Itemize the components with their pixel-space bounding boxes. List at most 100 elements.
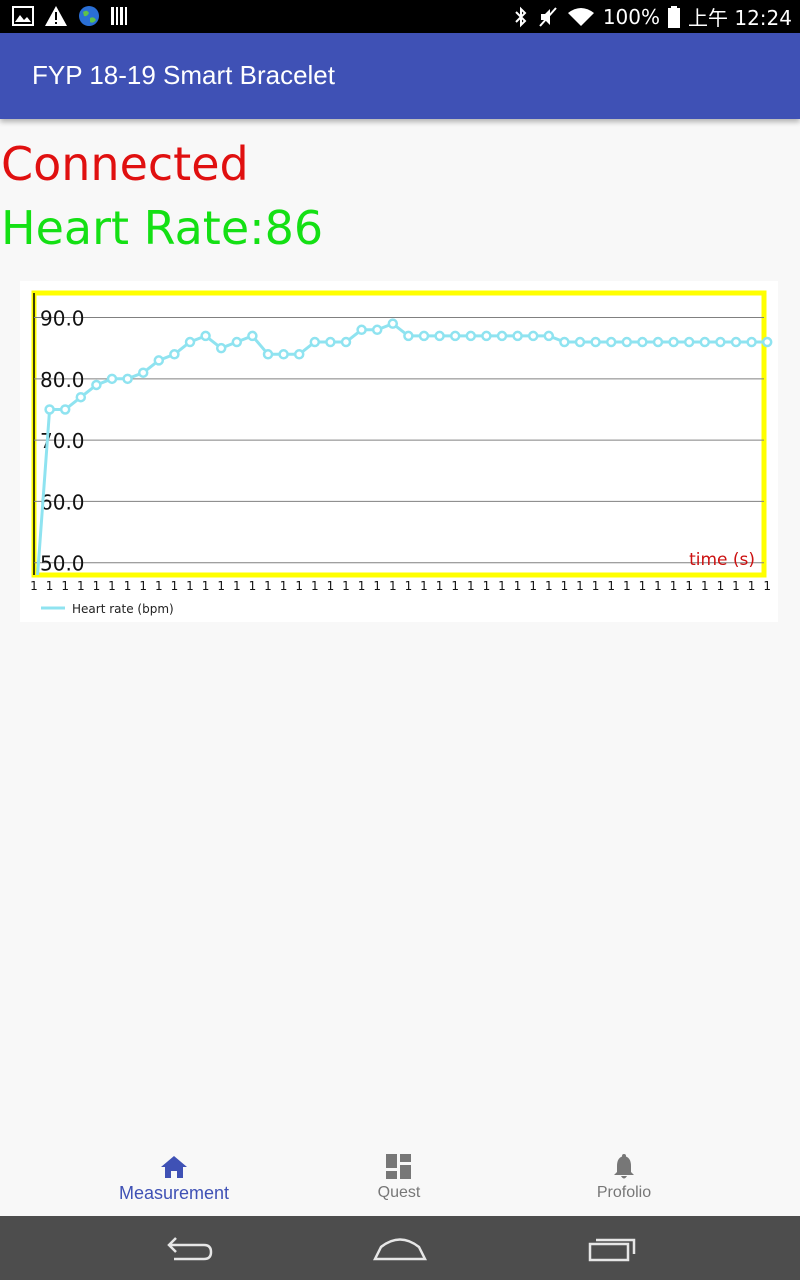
system-navigation-bar — [0, 1216, 800, 1280]
chart-xlabel: time (s) — [689, 550, 755, 570]
x-tick-label: 1 — [685, 579, 693, 593]
data-point — [559, 336, 570, 348]
nav-item-measurement[interactable]: Measurement — [64, 1136, 284, 1216]
data-point — [325, 336, 336, 348]
x-tick-label: 1 — [514, 579, 522, 593]
x-tick-label: 1 — [483, 579, 491, 593]
nav-label-measurement: Measurement — [118, 1183, 230, 1203]
data-point — [543, 330, 555, 342]
data-point — [106, 373, 118, 385]
x-tick-label: 1 — [436, 579, 444, 593]
x-tick-label: 1 — [732, 579, 740, 593]
data-point — [200, 330, 211, 342]
data-point — [699, 336, 711, 348]
y-tick-label: 80.0 — [40, 368, 85, 392]
x-tick-label: 1 — [467, 579, 475, 593]
x-tick-label: 1 — [654, 579, 662, 593]
status-bar: 100% 上午 12:24 — [0, 0, 800, 33]
nav-item-profolio[interactable]: Profolio — [514, 1136, 734, 1216]
data-point — [403, 330, 414, 342]
x-tick-label: 1 — [748, 579, 756, 593]
x-tick-label: 1 — [389, 579, 397, 593]
barcode-icon — [111, 7, 127, 25]
app-title: FYP 18-19 Smart Bracelet — [32, 60, 335, 90]
x-tick-label: 1 — [202, 579, 210, 593]
x-tick-label: 1 — [405, 579, 413, 593]
data-point — [621, 336, 633, 348]
x-tick-label: 1 — [327, 579, 335, 593]
x-tick-label: 1 — [233, 579, 241, 593]
data-point — [434, 330, 445, 342]
x-tick-label: 1 — [93, 579, 101, 593]
data-point — [59, 404, 71, 415]
y-tick-label: 60.0 — [40, 490, 85, 514]
x-tick-label: 1 — [373, 579, 381, 593]
data-point — [465, 330, 477, 342]
earth-icon — [79, 6, 99, 26]
data-point — [75, 391, 87, 403]
x-tick-label: 1 — [717, 579, 725, 593]
battery-percent: 100% — [602, 4, 660, 29]
recents-icon — [588, 1238, 636, 1262]
data-point — [215, 342, 227, 354]
system-recents-button[interactable] — [582, 1230, 642, 1266]
system-home-button[interactable] — [370, 1230, 430, 1266]
x-tick-label: 1 — [639, 579, 647, 593]
mute-icon — [539, 6, 557, 27]
system-back-button[interactable] — [160, 1230, 220, 1266]
x-tick-label: 1 — [249, 579, 257, 593]
legend-label: Heart rate (bpm) — [72, 602, 174, 616]
data-point — [153, 355, 165, 366]
x-tick-label: 1 — [311, 579, 319, 593]
x-tick-label: 1 — [545, 579, 553, 593]
data-point — [309, 336, 321, 348]
data-point — [637, 336, 648, 348]
data-point — [184, 336, 196, 348]
x-tick-label: 1 — [607, 579, 615, 593]
app-bar: FYP 18-19 Smart Bracelet — [0, 33, 800, 119]
y-tick-label: 90.0 — [40, 307, 85, 331]
data-point — [683, 336, 695, 348]
data-point — [496, 330, 508, 342]
dashboard-icon — [386, 1154, 411, 1179]
x-tick-label: 1 — [77, 579, 85, 593]
x-tick-label: 1 — [529, 579, 537, 593]
data-point — [44, 404, 55, 415]
data-point — [278, 349, 289, 360]
nav-item-quest[interactable]: Quest — [289, 1136, 509, 1216]
y-tick-label: 50.0 — [40, 552, 85, 576]
heart-rate-readout: Heart Rate:86 — [1, 201, 324, 255]
back-icon — [167, 1237, 213, 1261]
x-tick-label: 1 — [30, 579, 38, 593]
x-tick-label: 1 — [358, 579, 366, 593]
x-tick-label: 1 — [217, 579, 225, 593]
home-icon — [161, 1156, 187, 1178]
connection-status: Connected — [1, 137, 249, 191]
data-point — [746, 336, 757, 348]
x-tick-label: 1 — [295, 579, 303, 593]
bell-icon — [614, 1154, 634, 1179]
x-tick-label: 1 — [139, 579, 147, 593]
battery-icon — [668, 5, 680, 28]
bottom-navigation: Measurement Quest Profolio — [0, 1136, 800, 1216]
x-tick-label: 1 — [124, 579, 132, 593]
data-point — [371, 324, 383, 336]
x-tick-label: 1 — [592, 579, 600, 593]
x-tick-label: 1 — [623, 579, 631, 593]
data-point — [137, 367, 149, 378]
data-point — [481, 330, 492, 342]
x-tick-label: 1 — [264, 579, 272, 593]
data-point — [122, 373, 133, 385]
data-point — [231, 336, 243, 348]
data-point — [356, 324, 367, 336]
data-point — [449, 330, 461, 342]
x-tick-label: 1 — [155, 579, 163, 593]
data-point — [730, 336, 742, 348]
x-tick-label: 1 — [561, 579, 569, 593]
bluetooth-icon — [515, 6, 527, 27]
nav-label-profolio: Profolio — [596, 1184, 652, 1201]
warning-icon — [45, 6, 67, 26]
data-point — [512, 330, 523, 342]
x-tick-label: 1 — [420, 579, 428, 593]
